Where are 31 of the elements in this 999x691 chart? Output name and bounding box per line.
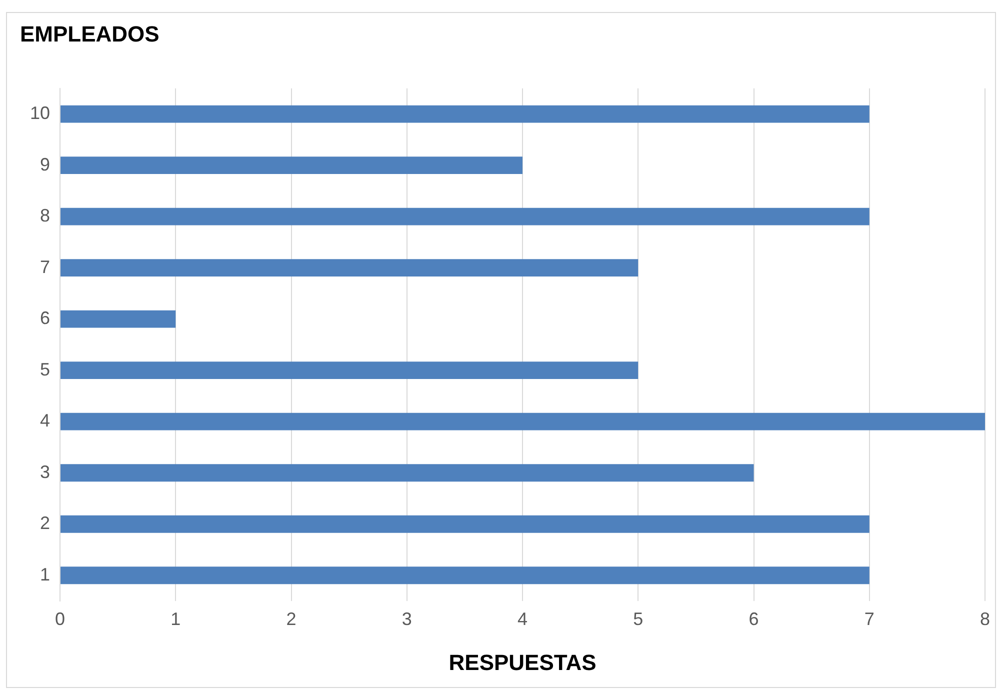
- y-tick-label: 3: [40, 462, 50, 482]
- bar: [60, 412, 985, 430]
- y-tick-label: 9: [40, 154, 50, 174]
- x-tick-label: 6: [748, 608, 759, 629]
- bar: [60, 259, 638, 277]
- y-tick-label: 2: [40, 513, 50, 534]
- bar: [60, 310, 176, 328]
- bar: [60, 362, 638, 380]
- bar: [60, 464, 754, 482]
- chart-title: EMPLEADOS: [20, 21, 160, 46]
- bar: [60, 105, 870, 123]
- x-tick-label: 1: [170, 608, 181, 629]
- x-axis-title: RESPUESTAS: [448, 650, 596, 675]
- y-tick-label: 1: [40, 564, 50, 584]
- bar: [60, 208, 870, 226]
- x-tick-label: 3: [402, 608, 412, 629]
- x-tick-label: 0: [55, 608, 66, 629]
- y-tick-label: 4: [40, 410, 50, 431]
- bar: [60, 156, 523, 174]
- y-tick-label: 7: [40, 256, 50, 277]
- x-tick-label: 8: [980, 608, 990, 629]
- x-tick-label: 7: [864, 608, 874, 629]
- bar: [60, 515, 870, 533]
- x-tick-label: 4: [518, 608, 528, 629]
- x-tick-label: 2: [286, 608, 296, 629]
- x-tick-label: 5: [633, 608, 644, 629]
- y-tick-label: 10: [30, 103, 50, 123]
- y-tick-label: 5: [40, 359, 50, 380]
- y-tick-label: 8: [40, 206, 50, 226]
- bar: [60, 566, 870, 584]
- y-tick-label: 6: [40, 308, 50, 328]
